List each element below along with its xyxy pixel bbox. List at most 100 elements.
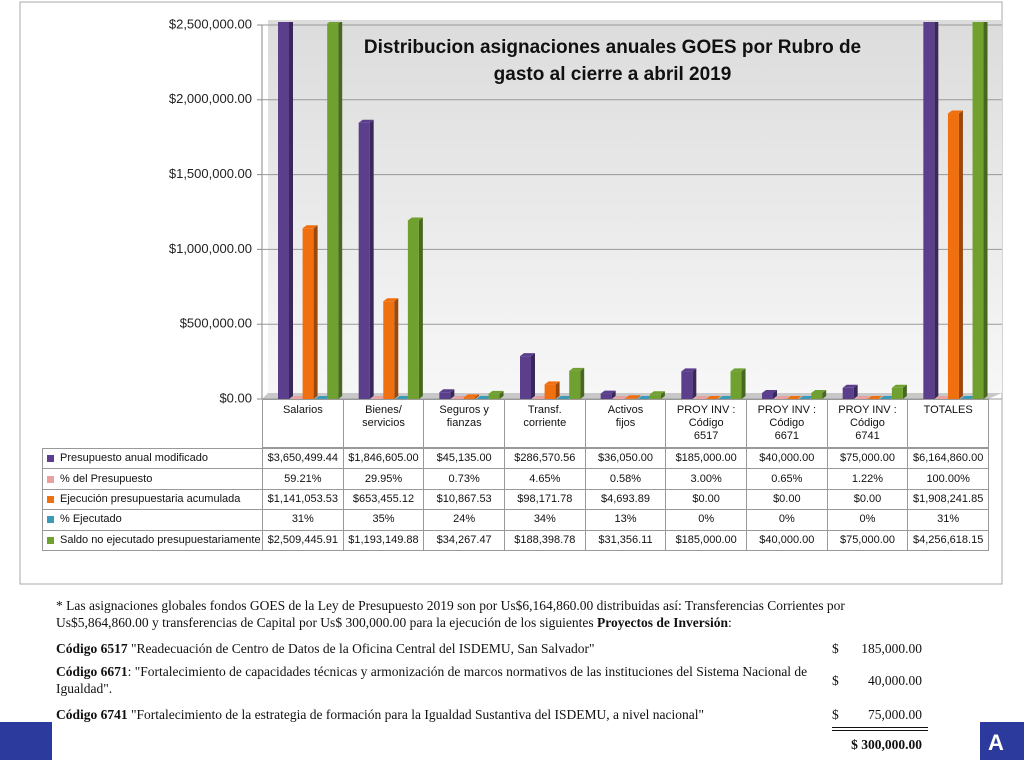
bar-side: [983, 22, 988, 399]
bar-top: [786, 396, 802, 399]
table-value: $98,171.78: [504, 488, 586, 511]
band-letter: A: [988, 730, 1004, 755]
intro-end: :: [728, 615, 732, 630]
bar-top: [762, 390, 777, 394]
bar-top: [600, 390, 616, 394]
bar-top: [798, 396, 814, 399]
bar-top: [569, 367, 585, 371]
table-value: 35%: [342, 509, 425, 531]
table-value: 13%: [584, 509, 667, 531]
table-value: $10,867.53: [423, 488, 505, 511]
y-tick-label: $2,000,000.00: [169, 91, 252, 106]
bar: [923, 22, 935, 399]
project-text: "Readecuación de Centro de Datos de la O…: [127, 641, 595, 656]
legend-label: Presupuesto anual modificado: [60, 452, 208, 465]
table-value: $0.00: [746, 488, 828, 511]
bar: [302, 228, 314, 399]
bar-side: [853, 384, 858, 399]
table-value: 0.73%: [423, 468, 505, 490]
category-label: PROY INV : Código 6671: [746, 399, 828, 448]
category-label: Bienes/ servicios: [342, 399, 425, 448]
table-value: $2,509,445.91: [262, 529, 344, 551]
amount: 40,000.00: [868, 673, 922, 688]
legend-swatch: [47, 495, 54, 503]
table-value: $31,356.11: [584, 529, 667, 551]
y-tick-label: $2,500,000.00: [169, 16, 252, 31]
bar-top: [625, 395, 641, 399]
amount: 185,000.00: [861, 641, 922, 656]
bar: [947, 113, 959, 400]
table-value: $4,693.89: [584, 488, 667, 511]
bar-top: [693, 395, 709, 399]
bar-top: [842, 384, 858, 388]
table-value: $40,000.00: [746, 529, 828, 551]
bar: [569, 370, 581, 399]
legend-swatch: [47, 475, 54, 483]
bar-top: [705, 396, 721, 399]
bar: [625, 398, 637, 399]
bar-side: [611, 390, 616, 399]
bar-side: [865, 395, 870, 399]
chart-title: Distribucion asignaciones anuales GOES p…: [363, 37, 862, 85]
category-label: Salarios: [262, 399, 344, 448]
table-value: $75,000.00: [826, 529, 909, 551]
bar-side: [741, 368, 746, 399]
bar-side: [394, 298, 399, 399]
bar-top: [718, 396, 734, 399]
bar-side: [660, 391, 665, 399]
table-value: 34%: [504, 509, 586, 531]
bar-top: [290, 395, 306, 399]
table-value: 0.65%: [746, 468, 828, 490]
legend-label: Ejecución presupuestaria acumulada: [60, 492, 241, 505]
table-value: 1.22%: [826, 468, 909, 490]
currency: $: [832, 641, 839, 656]
bar: [520, 356, 531, 399]
bar-side: [773, 390, 777, 399]
project-line: Código 6741 "Fortalecimiento de la estra…: [56, 706, 826, 723]
bar-top: [463, 394, 479, 398]
bar-top: [520, 353, 535, 357]
category-label: PROY INV : Código 6741: [826, 399, 909, 448]
table-value: 3.00%: [665, 468, 747, 490]
bar: [891, 387, 903, 399]
legend-swatch: [47, 455, 54, 463]
bar-side: [555, 381, 560, 399]
bar-top: [935, 395, 951, 399]
bar: [278, 22, 289, 400]
bar: [649, 394, 661, 399]
project-code: Código 6671: [56, 664, 128, 679]
bar-top: [637, 395, 653, 399]
bar-top: [476, 395, 492, 399]
legend-cell: Ejecución presupuestaria acumulada: [42, 488, 263, 511]
bar: [730, 371, 742, 399]
bar-top: [612, 395, 628, 399]
intro-bold: Proyectos de Inversión: [597, 615, 728, 630]
table-value: 0%: [826, 509, 909, 531]
bar-top: [879, 396, 895, 399]
table-value: $1,141,053.53: [262, 488, 344, 511]
bar-top: [395, 395, 411, 399]
table-value: $45,135.00: [423, 448, 505, 470]
table-value: 0.58%: [584, 468, 667, 490]
table-value: $185,000.00: [665, 448, 747, 470]
bar-side: [313, 225, 318, 399]
table-value: $0.00: [826, 488, 909, 511]
bar-side: [580, 367, 585, 399]
table-value: $6,164,860.00: [907, 448, 989, 470]
category-label: Transf. corriente: [504, 399, 586, 448]
legend-swatch: [47, 536, 54, 544]
bar-side: [623, 395, 628, 399]
project-text: "Fortalecimiento de la estrategia de for…: [127, 707, 704, 722]
bar-top: [556, 395, 572, 399]
bar-side: [369, 119, 374, 399]
white-panel: [52, 586, 980, 760]
bar-side: [636, 395, 641, 399]
bar-top: [488, 390, 504, 394]
table-value: 59.21%: [262, 468, 344, 490]
bar-top: [302, 225, 318, 229]
bar: [407, 220, 419, 399]
legend-swatch: [47, 516, 54, 524]
table-value: $188,398.78: [504, 529, 586, 551]
bar: [600, 393, 612, 399]
